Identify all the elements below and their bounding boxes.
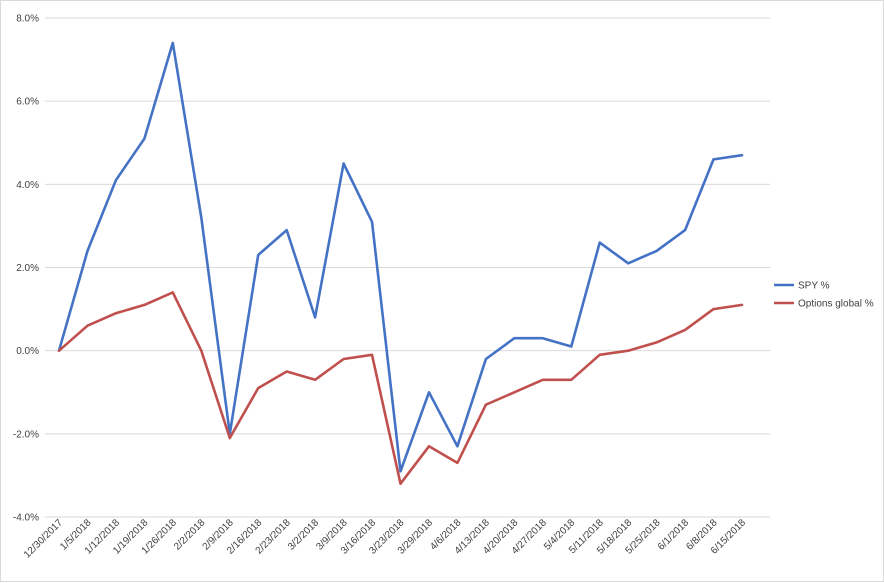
y-tick-label: 6.0%	[16, 97, 39, 108]
y-tick-label: 2.0%	[16, 263, 39, 274]
y-tick-label: -4.0%	[13, 513, 39, 524]
series-line-spy	[57, 41, 744, 473]
legend-label: SPY %	[798, 281, 830, 292]
legend-label: Options global %	[798, 299, 874, 310]
y-tick-label: 4.0%	[16, 180, 39, 191]
y-tick-label: 0.0%	[16, 346, 39, 357]
y-tick-label: -2.0%	[13, 429, 39, 440]
series-line-options-global	[57, 291, 744, 486]
y-tick-label: 8.0%	[16, 14, 39, 25]
x-tick-label: 12/30/2017	[22, 517, 65, 560]
